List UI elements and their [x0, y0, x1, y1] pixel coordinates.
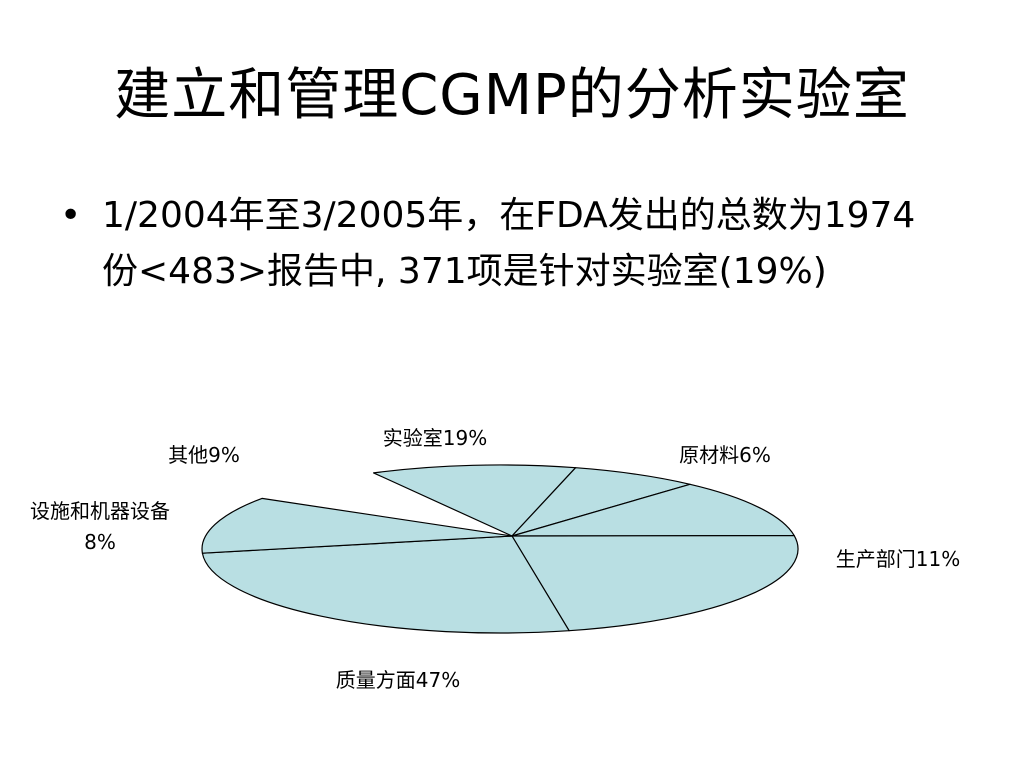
pie-slice	[201, 535, 570, 634]
pie-slice	[373, 464, 577, 537]
pie-slice	[511, 467, 691, 537]
pie-labels: 实验室19% 原材料6% 生产部门11% 质量方面47% 设施和机器设备 8% 其他9%	[30, 426, 960, 692]
pie-slice	[511, 483, 795, 537]
slice-label: 设施和机器设备 8%	[30, 499, 170, 554]
slice-label: 原材料6%	[679, 443, 771, 467]
bullet-text: 1/2004年至3/2005年，在FDA发出的总数为1974份<483>报告中,…	[102, 195, 916, 292]
pie-chart: 实验室19% 原材料6% 生产部门11% 质量方面47% 设施和机器设备 8% 其他9%	[30, 426, 960, 692]
bullet-item: • 1/2004年至3/2005年，在FDA发出的总数为1974份<483>报告…	[60, 188, 950, 300]
pie-slices	[201, 464, 799, 634]
slice-label: 其他9%	[168, 443, 240, 467]
bullet-dot-icon: •	[60, 195, 82, 236]
pie-slice	[511, 535, 799, 632]
slice-label: 生产部门11%	[836, 547, 960, 571]
pie-slice	[201, 497, 513, 554]
slice-label: 质量方面47%	[336, 668, 460, 692]
slide-title: 建立和管理CGMP的分析实验室	[114, 63, 910, 128]
bullet-list: • 1/2004年至3/2005年，在FDA发出的总数为1974份<483>报告…	[60, 188, 950, 300]
slice-label: 实验室19%	[383, 426, 487, 450]
